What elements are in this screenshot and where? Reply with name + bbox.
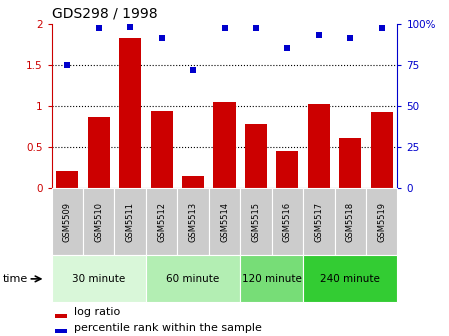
Text: GSM5510: GSM5510 xyxy=(94,202,103,242)
Bar xyxy=(272,188,303,255)
Bar xyxy=(150,111,172,188)
Point xyxy=(95,26,102,31)
Text: GSM5515: GSM5515 xyxy=(251,202,260,242)
Text: GSM5511: GSM5511 xyxy=(126,202,135,242)
Point xyxy=(127,24,134,30)
Text: time: time xyxy=(3,274,28,284)
Text: GSM5514: GSM5514 xyxy=(220,202,229,242)
Bar xyxy=(55,314,67,318)
Bar xyxy=(88,117,110,188)
Bar xyxy=(308,104,330,188)
Point xyxy=(221,26,228,31)
Text: GSM5516: GSM5516 xyxy=(283,202,292,242)
Text: GSM5519: GSM5519 xyxy=(377,202,386,242)
Bar xyxy=(366,188,397,255)
Text: log ratio: log ratio xyxy=(74,307,120,318)
Bar xyxy=(83,188,114,255)
Point xyxy=(252,26,260,31)
Bar xyxy=(214,102,235,188)
Point xyxy=(284,46,291,51)
Bar xyxy=(303,255,397,302)
Text: GSM5517: GSM5517 xyxy=(314,202,323,242)
Point xyxy=(315,32,322,38)
Point xyxy=(158,36,165,41)
Bar xyxy=(146,188,177,255)
Bar xyxy=(177,188,209,255)
Text: GSM5513: GSM5513 xyxy=(189,202,198,242)
Text: 120 minute: 120 minute xyxy=(242,274,302,284)
Bar xyxy=(277,151,299,188)
Bar xyxy=(57,171,79,188)
Bar xyxy=(146,255,240,302)
Point xyxy=(64,62,71,68)
Point xyxy=(347,36,354,41)
Text: 60 minute: 60 minute xyxy=(167,274,220,284)
Bar xyxy=(119,38,141,188)
Bar xyxy=(339,138,361,188)
Text: 240 minute: 240 minute xyxy=(320,274,380,284)
Text: percentile rank within the sample: percentile rank within the sample xyxy=(74,323,262,333)
Bar xyxy=(240,255,303,302)
Point xyxy=(378,26,385,31)
Bar xyxy=(55,329,67,333)
Bar xyxy=(371,112,392,188)
Bar xyxy=(52,188,83,255)
Bar xyxy=(335,188,366,255)
Text: GDS298 / 1998: GDS298 / 1998 xyxy=(52,7,157,21)
Bar xyxy=(303,188,335,255)
Text: GSM5518: GSM5518 xyxy=(346,202,355,242)
Text: 30 minute: 30 minute xyxy=(72,274,125,284)
Bar xyxy=(114,188,146,255)
Text: GSM5512: GSM5512 xyxy=(157,202,166,242)
Bar xyxy=(52,255,146,302)
Point xyxy=(189,67,197,72)
Bar xyxy=(182,176,204,188)
Bar xyxy=(209,188,240,255)
Bar xyxy=(245,124,267,188)
Bar xyxy=(240,188,272,255)
Text: GSM5509: GSM5509 xyxy=(63,202,72,242)
